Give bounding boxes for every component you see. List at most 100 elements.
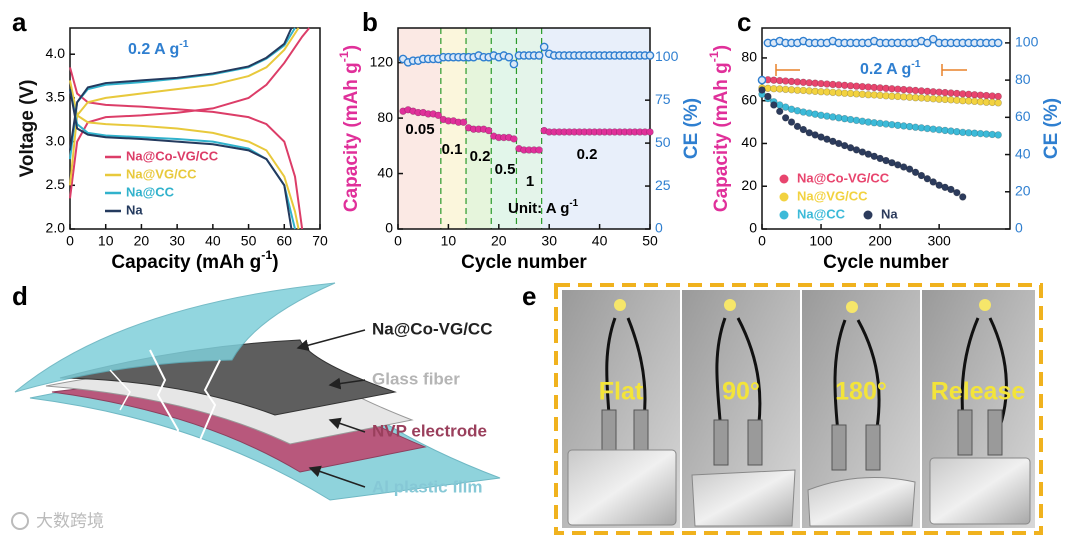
clips [601, 409, 1003, 471]
layer-label: Na@Co-VG/CC [372, 319, 492, 338]
x-tick-label: 50 [642, 233, 658, 249]
annotation-part: 0.2 A g [860, 61, 911, 78]
unit-label: Unit: A g-1 [508, 198, 579, 217]
y-tick-label: 40 [741, 134, 757, 150]
annotation-part: 0.2 A g [128, 41, 179, 58]
y-axis-label-part: ) [711, 45, 732, 51]
y-axis-label-part: Voltage (V) [17, 80, 38, 178]
layer-diagram: Na@Co-VG/CC Glass fiber NVP electrode Al… [11, 282, 501, 530]
x-tick-label: 100 [809, 233, 833, 249]
y-axis-label: Capacity (mAh g-1) [707, 45, 732, 212]
legend-swatch [779, 192, 789, 202]
curve [69, 27, 293, 230]
rate-label: 0.2 [577, 146, 598, 163]
panel-label: d [12, 281, 28, 311]
point [993, 38, 1003, 48]
y-axis-label: Voltage (V) [17, 80, 38, 178]
point [793, 122, 802, 131]
rate-region [541, 28, 650, 229]
watermark: 大数跨境 [36, 511, 104, 530]
legend-label: Na@VG/CC [797, 188, 868, 203]
y2-axis-label-part: CE (%) [1041, 98, 1062, 159]
unit-label-part: Unit: A g [508, 200, 569, 217]
point [994, 99, 1002, 107]
lightning [109, 369, 131, 411]
y-axis-label: Capacity (mAh g-1) [337, 45, 362, 212]
legend-swatch [779, 174, 789, 184]
x-tick-label: 60 [276, 233, 292, 249]
x-axis-label: Cycle number [823, 252, 949, 273]
point [929, 178, 937, 186]
x-tick-label: 20 [491, 233, 507, 249]
x-axis-label: Capacity (mAh g-1) [111, 248, 278, 273]
legend-label: Na@Co-VG/CC [126, 148, 219, 163]
point [509, 59, 519, 69]
point [539, 42, 549, 52]
annotation-part: -1 [911, 59, 920, 70]
x-axis-label-part: Cycle number [461, 252, 587, 273]
panel-label: e [522, 281, 536, 311]
arrow [941, 64, 967, 76]
plot-frame [397, 27, 651, 230]
y-tick-label: 0 [749, 220, 757, 236]
x-tick-label: 200 [868, 233, 892, 249]
point [905, 165, 914, 173]
y2-tick-label: 40 [1015, 145, 1031, 161]
legend-label: Na@CC [126, 184, 175, 199]
x-tick-label: 50 [241, 233, 257, 249]
point [787, 118, 796, 126]
curve [69, 27, 311, 230]
legend-label: Na@VG/CC [126, 166, 197, 181]
lightning [149, 349, 191, 491]
y-tick-label: 60 [741, 91, 757, 107]
watermark-logo [11, 512, 29, 530]
layer-label: Al plastic film [372, 477, 483, 496]
y2-tick-label: 25 [655, 177, 671, 193]
lightning [199, 359, 221, 441]
point [994, 92, 1002, 101]
x-tick-label: 10 [98, 233, 114, 249]
y-tick-label: 80 [741, 49, 757, 65]
photo-label: Release [931, 378, 1026, 406]
y-tick-label: 120 [370, 53, 394, 69]
arrow [775, 64, 800, 76]
y2-tick-label: 50 [655, 134, 671, 150]
legend-label: Na [126, 202, 143, 217]
arrow [328, 377, 366, 390]
plot-frame [69, 27, 321, 230]
pouch-cell [691, 469, 796, 527]
point [799, 125, 808, 134]
x-axis-label: Cycle number [461, 252, 587, 273]
y2-tick-label: 0 [1015, 220, 1023, 236]
point [917, 171, 926, 180]
x-tick-label: 0 [758, 233, 766, 249]
rate-region [516, 28, 542, 229]
point [911, 168, 920, 177]
x-tick-label: 300 [927, 233, 951, 249]
layer-label: Glass fiber [372, 369, 460, 388]
point [781, 114, 790, 122]
x-tick-label: 0 [394, 233, 402, 249]
panel-label: c [737, 7, 751, 37]
point [485, 126, 493, 135]
point [434, 111, 443, 120]
unit-label-part: -1 [569, 198, 578, 209]
y-tick-label: 80 [377, 109, 393, 125]
point [923, 38, 932, 48]
point [504, 52, 514, 62]
y2-tick-label: 60 [1015, 108, 1031, 124]
pouch-cell [929, 457, 1031, 525]
x-tick-label: 30 [541, 233, 557, 249]
photo-label: 90° [722, 378, 760, 406]
panel-label: b [362, 7, 378, 37]
y2-tick-label: 100 [655, 48, 679, 64]
y2-tick-label: 75 [655, 91, 671, 107]
y-axis-label-part: ) [341, 45, 362, 51]
y2-axis-label: CE (%) [681, 98, 702, 159]
annotation-part: -1 [179, 39, 188, 50]
y-tick-label: 3.0 [46, 132, 66, 148]
point [994, 131, 1002, 139]
y2-axis-label: CE (%) [1041, 98, 1062, 159]
legend-label: Na [881, 206, 898, 221]
